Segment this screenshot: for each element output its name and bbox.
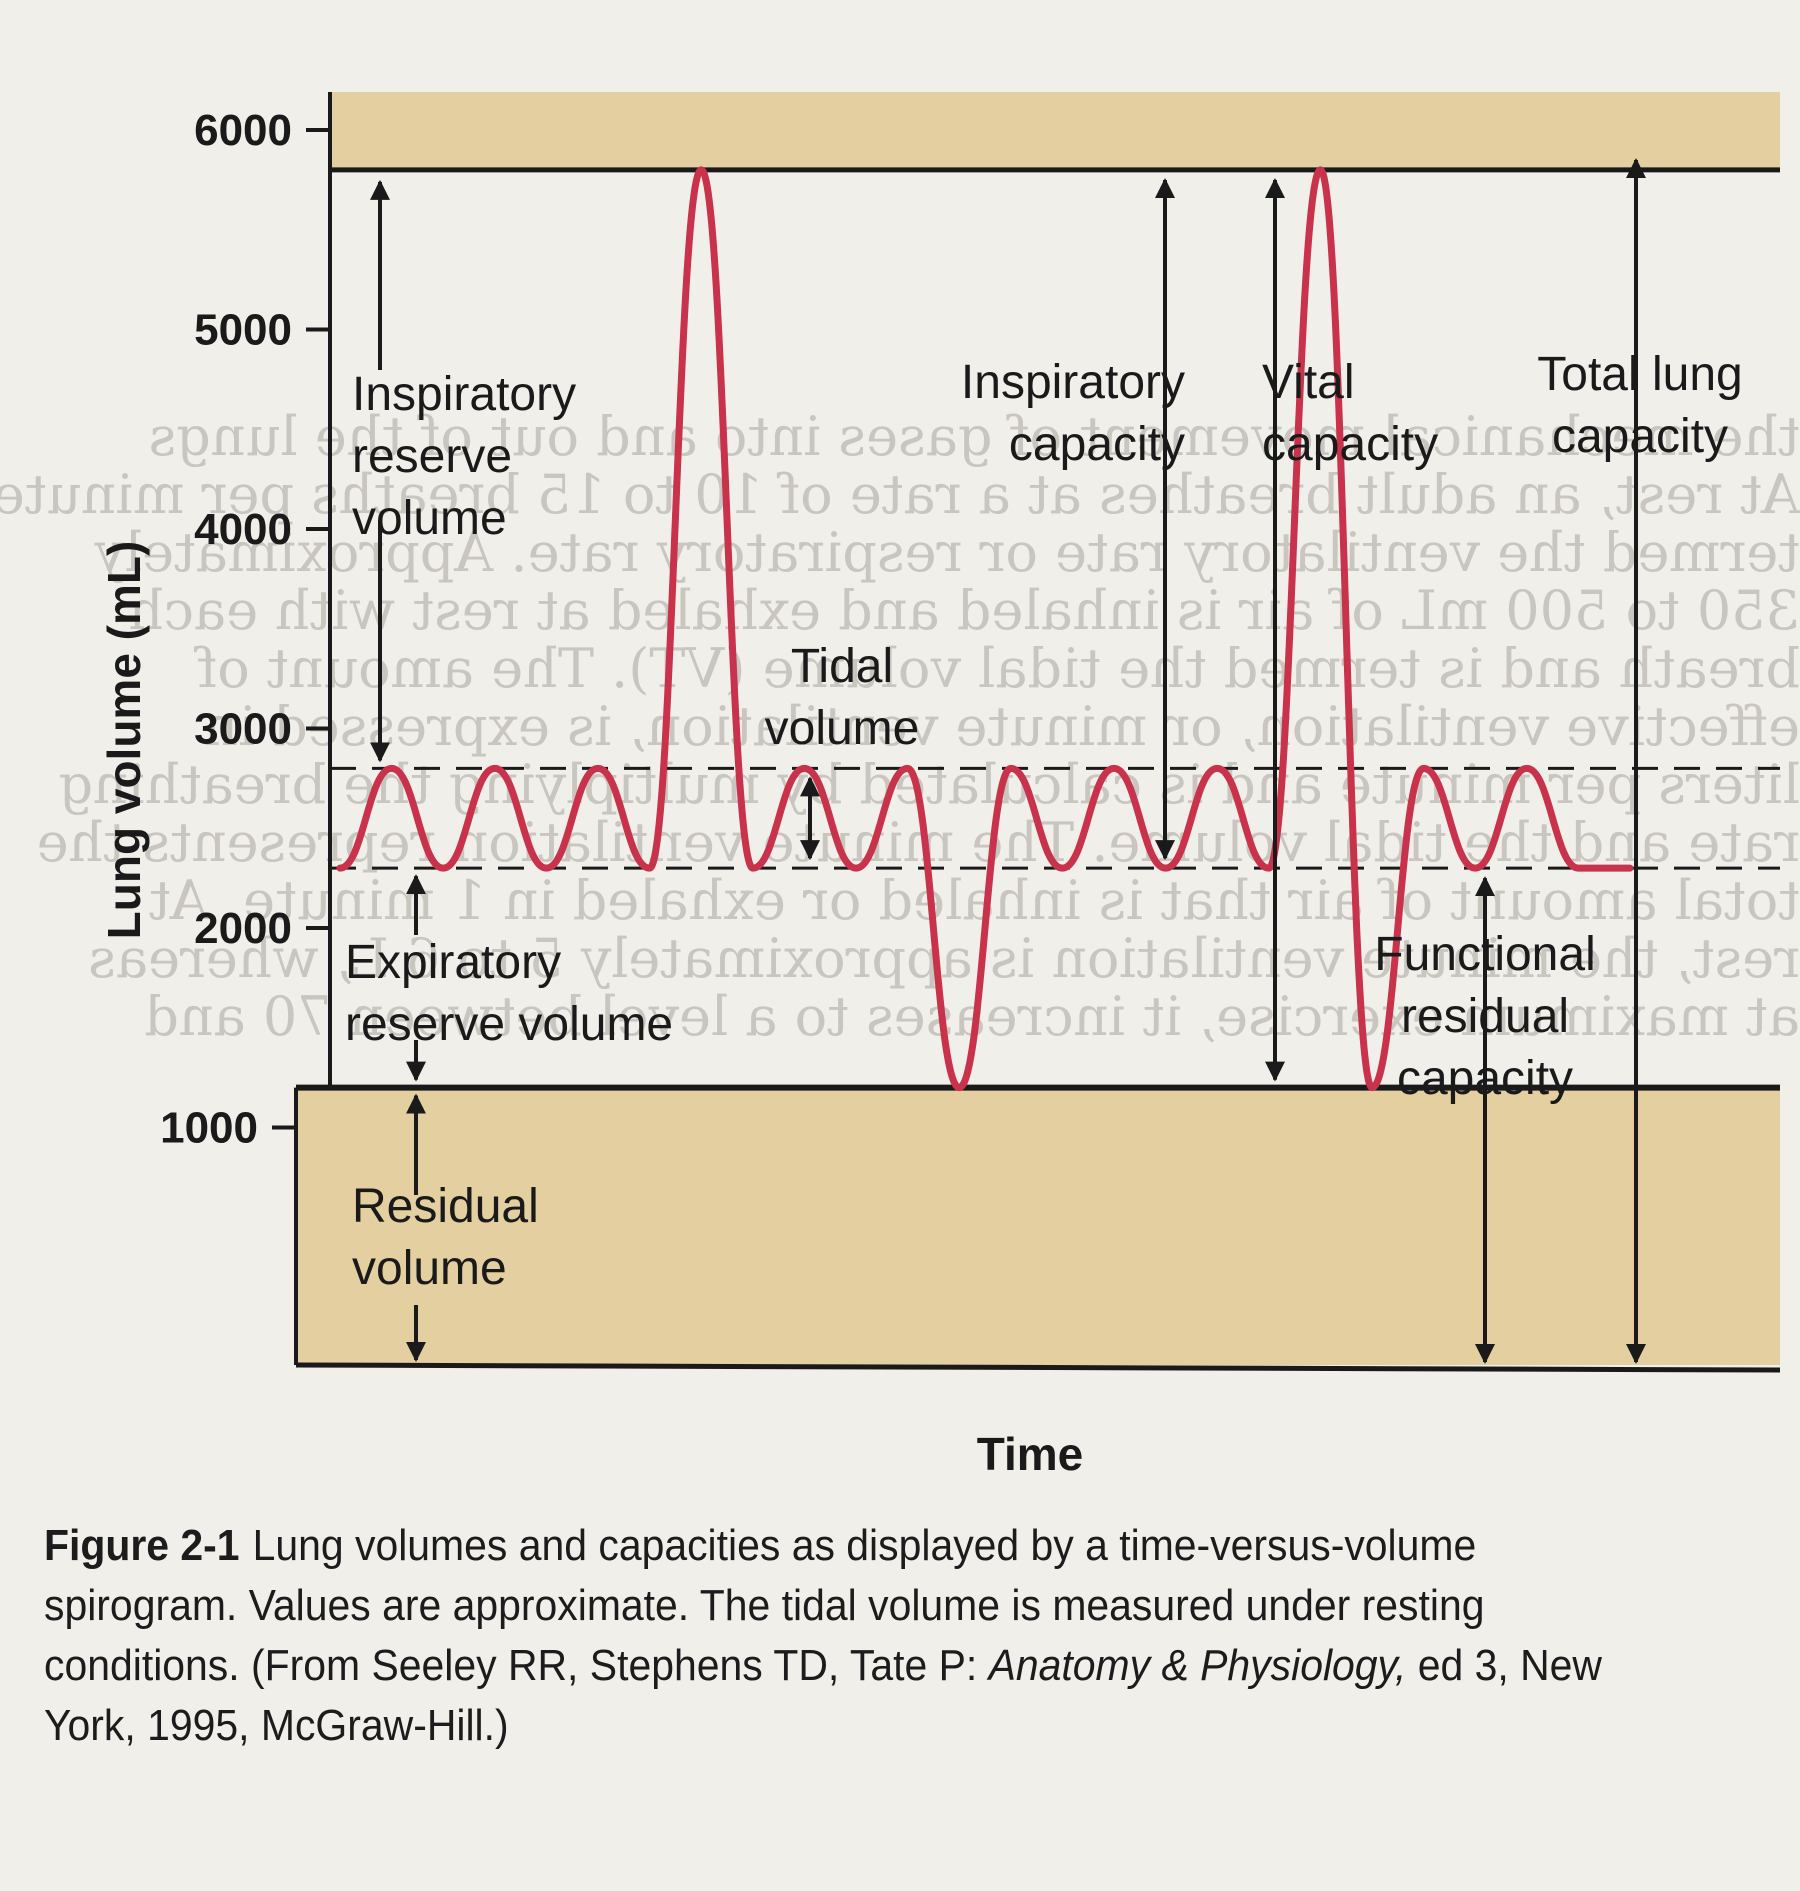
figure-number: Figure 2-1	[44, 1521, 240, 1570]
y-tick-label: 3000	[194, 705, 292, 754]
bleed-through-line: breath and is termed the tidal volume (V…	[193, 637, 1800, 700]
bleed-through-line: rate and the tidal volume. The minute ve…	[37, 811, 1800, 874]
irv-label: volume	[352, 492, 507, 545]
y-tick-label: 1000	[160, 1104, 258, 1153]
rv-label: volume	[352, 1242, 507, 1295]
bleed-through-line: 350 to 500 mL of air is inhaled and exha…	[129, 579, 1800, 642]
tidal-label: Tidal	[791, 640, 893, 693]
y-tick-label: 5000	[194, 306, 292, 355]
rv-label: Residual	[352, 1180, 539, 1233]
ic-label: Inspiratory	[961, 356, 1185, 409]
bleed-through-line: termed the ventilatory rate or respirato…	[94, 521, 1800, 584]
frc-label: Functional	[1374, 928, 1595, 981]
caption-text: Lung volumes and capacities as displayed…	[44, 1521, 1485, 1690]
baseline	[295, 1362, 1781, 1373]
irv-label: reserve	[352, 430, 512, 483]
caption-book-title: Anatomy & Physiology,	[988, 1641, 1407, 1690]
bleed-through-line: the mechanical movement of gases into an…	[148, 405, 1800, 468]
volume-trace	[336, 166, 1634, 1092]
x-axis-title: Time	[977, 1428, 1084, 1480]
inspiratory-band	[330, 92, 1780, 170]
irv-label: Inspiratory	[352, 368, 576, 421]
vc-label: capacity	[1262, 418, 1438, 471]
vc-label: Vital	[1262, 356, 1355, 409]
frc-label: capacity	[1397, 1052, 1573, 1105]
annotation-labels: Inspiratory reserve volume Tidal volume Expir…	[345, 348, 1743, 1295]
erv-label: Expiratory	[345, 936, 561, 989]
y-axis-title: Lung volume (mL)	[98, 541, 150, 940]
tlc-label: capacity	[1552, 410, 1728, 463]
annotation-arrows	[370, 158, 1646, 1364]
figure-caption: Figure 2-1 Lung volumes and capacities as…	[44, 1516, 1644, 1756]
volume-bands	[295, 92, 1781, 1373]
y-tick-label: 4000	[194, 505, 292, 554]
tidal-label: volume	[765, 702, 920, 755]
tlc-label: Total lung	[1537, 348, 1742, 401]
bleed-through-line: rest, the minute ventilation is approxim…	[88, 927, 1800, 990]
bleed-through-line: effective ventilation, or minute ventila…	[204, 695, 1800, 758]
residual-band	[296, 1087, 1780, 1365]
bleed-through-line: total amount of air that is inhaled or e…	[149, 869, 1800, 932]
ic-label: capacity	[1009, 418, 1185, 471]
frc-label: residual	[1401, 990, 1569, 1043]
erv-label: reserve volume	[345, 998, 673, 1051]
y-tick-label: 6000	[194, 106, 292, 155]
y-axis: 1000 2000 3000 4000 5000 6000	[160, 92, 332, 1365]
spirogram-trace	[336, 166, 1634, 1092]
bleed-through-layer: the mechanical movement of gases into an…	[0, 405, 1800, 1048]
caption-text-end: ed 3, New York, 1995, McGraw-Hill.)	[44, 1641, 1602, 1750]
y-tick-label: 2000	[194, 904, 292, 953]
bleed-through-line: At rest, an adult breathes at a rate of …	[0, 463, 1800, 526]
